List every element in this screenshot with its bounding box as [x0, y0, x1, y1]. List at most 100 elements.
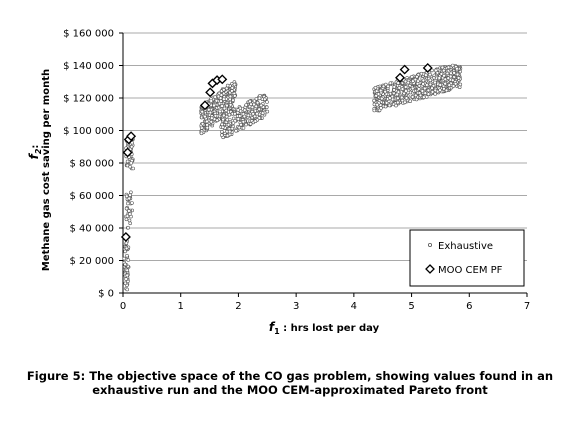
exhaustive-point — [230, 89, 234, 93]
exhaustive-point — [450, 78, 455, 83]
exhaustive-point — [438, 83, 443, 87]
exhaustive-point — [421, 78, 426, 83]
y-axis-var: f — [27, 152, 41, 159]
exhaustive-point — [384, 101, 389, 105]
exhaustive-point — [411, 79, 415, 83]
pareto-front-point — [120, 231, 131, 242]
exhaustive-point — [255, 111, 259, 116]
exhaustive-point — [420, 89, 425, 93]
exhaustive-point — [225, 117, 230, 122]
y-axis-colon: : — [30, 145, 41, 149]
pareto-front-point — [199, 100, 210, 111]
exhaustive-point — [209, 120, 214, 124]
legend-exhaustive-label: Exhaustive — [438, 241, 493, 252]
exhaustive-point — [233, 94, 237, 98]
exhaustive-point — [230, 86, 235, 90]
exhaustive-point — [260, 111, 265, 115]
pareto-front-point — [422, 62, 433, 73]
exhaustive-point — [403, 85, 408, 89]
exhaustive-point — [259, 103, 264, 108]
exhaustive-point — [227, 129, 232, 134]
exhaustive-point — [130, 201, 134, 205]
exhaustive-point — [387, 103, 392, 108]
x-tick-labels: 0 1 2 3 4 5 6 7 — [120, 301, 530, 312]
exhaustive-point — [124, 194, 129, 199]
legend-pf-marker — [425, 264, 435, 274]
exhaustive-point — [397, 86, 402, 90]
exhaustive-point — [413, 93, 418, 98]
exhaustive-point — [225, 83, 230, 88]
y-tick-label: $ 60 000 — [69, 191, 114, 202]
exhaustive-point — [437, 76, 442, 80]
pareto-front-point — [217, 74, 228, 85]
y-tick-label: $ 160 000 — [63, 29, 114, 40]
svg-text:f2:: f2: — [27, 145, 43, 160]
exhaustive-point — [251, 112, 255, 116]
exhaustive-point — [239, 122, 243, 127]
figure-caption: Figure 5: The objective space of the CO … — [20, 369, 560, 397]
exhaustive-point — [426, 92, 431, 96]
exhaustive-point — [372, 98, 376, 103]
exhaustive-point — [257, 107, 262, 112]
exhaustive-point — [442, 87, 446, 91]
exhaustive-point — [376, 92, 381, 96]
x-tick-label: 2 — [235, 301, 241, 312]
axes — [119, 32, 528, 297]
exhaustive-point — [213, 95, 217, 99]
x-tick-label: 6 — [466, 301, 472, 312]
exhaustive-point — [262, 97, 267, 102]
exhaustive-point — [392, 88, 396, 92]
x-tick-label: 5 — [408, 301, 414, 312]
exhaustive-point — [395, 96, 400, 101]
exhaustive-point — [203, 114, 207, 119]
exhaustive-point — [232, 82, 237, 87]
exhaustive-point — [235, 110, 240, 115]
exhaustive-point — [200, 122, 205, 126]
exhaustive-point — [218, 109, 222, 114]
exhaustive-point — [424, 95, 429, 99]
exhaustive-point — [421, 82, 425, 86]
exhaustive-point — [128, 221, 132, 226]
exhaustive-point — [403, 100, 407, 105]
exhaustive-point — [123, 249, 127, 254]
exhaustive-point — [373, 86, 378, 90]
y-axis-title: Methane gas cost saving per month — [41, 69, 52, 271]
exhaustive-point — [372, 108, 377, 113]
y-axis-label: f2: Methane gas cost saving per month — [27, 69, 52, 271]
exhaustive-point — [402, 91, 406, 96]
exhaustive-point — [400, 87, 405, 91]
exhaustive-point — [430, 90, 435, 94]
exhaustive-point — [378, 88, 383, 93]
exhaustive-point — [428, 82, 433, 87]
exhaustive-point — [423, 91, 428, 95]
exhaustive-point — [416, 87, 421, 91]
exhaustive-point — [457, 85, 462, 89]
legend-pf-label: MOO CEM PF — [438, 265, 503, 276]
exhaustive-point — [126, 258, 131, 262]
pareto-front-point — [122, 147, 133, 158]
exhaustive-point — [242, 114, 247, 119]
exhaustive-point — [125, 159, 130, 164]
y-tick-label: $ 120 000 — [63, 94, 114, 105]
pareto-front-point — [399, 64, 410, 75]
exhaustive-point — [205, 119, 209, 124]
exhaustive-point — [212, 103, 216, 108]
exhaustive-point — [252, 114, 257, 119]
exhaustive-point — [221, 125, 225, 130]
exhaustive-point — [205, 125, 210, 130]
legend-exhaustive-marker — [427, 242, 432, 247]
exhaustive-point — [453, 82, 458, 86]
exhaustive-point — [213, 114, 218, 118]
exhaustive-point — [439, 72, 444, 76]
exhaustive-point — [430, 86, 434, 90]
exhaustive-point — [129, 161, 133, 165]
exhaustive-point — [208, 110, 213, 115]
exhaustive-point — [381, 84, 386, 89]
exhaustive-point — [257, 96, 262, 101]
exhaustive-point — [129, 190, 133, 195]
exhaustive-point — [418, 93, 423, 98]
exhaustive-point — [237, 114, 242, 118]
exhaustive-point — [225, 103, 229, 108]
exhaustive-point — [450, 63, 455, 68]
exhaustive-point — [458, 82, 463, 87]
